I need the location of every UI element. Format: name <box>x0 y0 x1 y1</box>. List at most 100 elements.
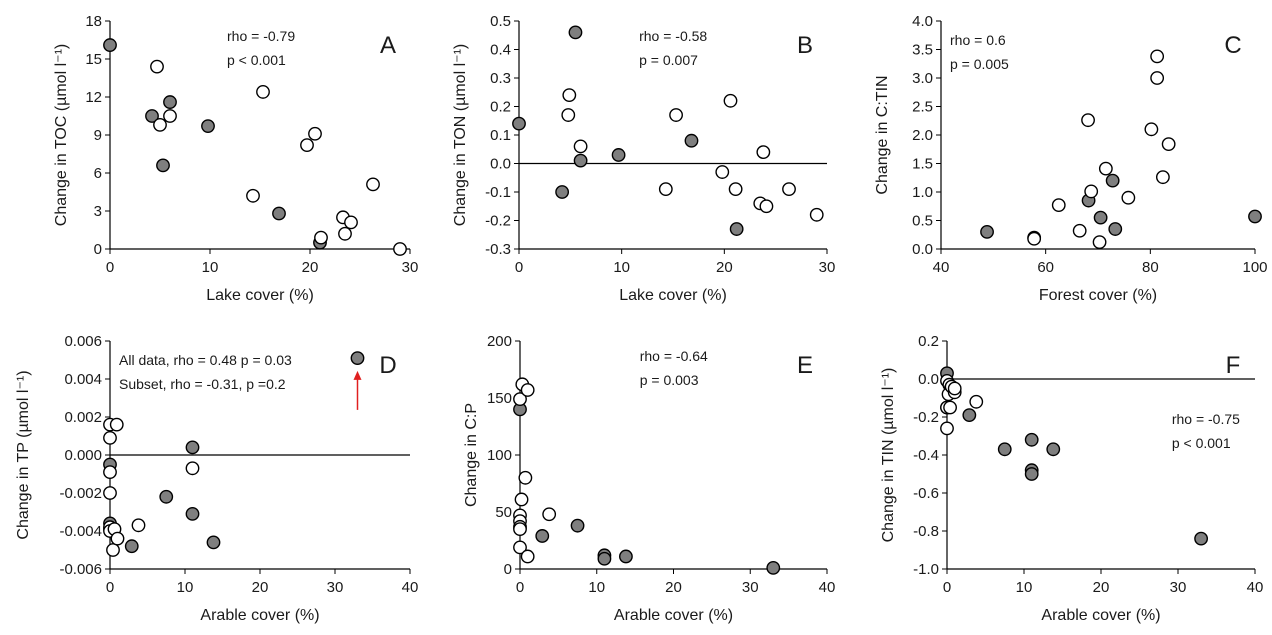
open-point <box>1155 170 1170 185</box>
filled-point <box>997 442 1012 457</box>
open-point <box>1092 235 1107 250</box>
filled-point <box>1105 173 1120 188</box>
filled-point <box>103 38 117 52</box>
y-axis-label: Change in TON (µmol l⁻¹) <box>452 44 469 226</box>
x-tick-label: 30 <box>327 579 344 596</box>
filled-point <box>568 25 583 40</box>
panel-b: -0.3 -0.2 -0.1 0.0 0.1 0.2 0.3 0.4 0.5 0 10 20 30 Lak… <box>452 13 835 304</box>
open-point <box>940 421 954 436</box>
x-tick-label: 80 <box>1142 259 1159 276</box>
stat-annotation: rho = -0.64 <box>640 348 708 364</box>
x-axis-label: Lake cover (%) <box>619 287 727 304</box>
open-point <box>669 108 683 122</box>
stat-annotation: rho = 0.6 <box>950 32 1006 48</box>
filled-point <box>1108 222 1123 236</box>
y-tick-label: 9 <box>94 127 102 144</box>
open-point <box>728 182 743 197</box>
x-axis-label: Forest cover (%) <box>1039 287 1157 304</box>
stat-annotation: p = 0.007 <box>639 52 698 68</box>
filled-point <box>512 116 526 131</box>
open-point <box>103 430 117 445</box>
filled-point <box>980 224 994 239</box>
y-axis-label: Change in TP (µmol l⁻¹) <box>15 370 32 539</box>
x-tick-label: 30 <box>402 259 419 276</box>
y-tick-label: 2.0 <box>912 127 933 144</box>
panel-letter: A <box>380 32 396 59</box>
open-point <box>106 543 120 557</box>
x-tick-label: 10 <box>1016 579 1033 596</box>
open-point <box>715 165 730 179</box>
panel-e: 0 50 100 150 200 0 10 20 30 40 Arable cover (%) Cha… <box>463 333 835 624</box>
x-tick-label: 0 <box>106 259 114 276</box>
open-point <box>150 59 164 74</box>
open-point <box>520 549 535 564</box>
open-point <box>1144 122 1159 137</box>
open-point <box>246 188 260 203</box>
x-tick-label: 100 <box>1242 259 1267 276</box>
filled-point <box>555 185 570 199</box>
open-point <box>542 507 557 522</box>
y-tick-label: 0.0 <box>918 371 939 388</box>
open-point <box>185 461 200 476</box>
y-tick-label: 150 <box>487 390 512 407</box>
y-tick-label: 4.0 <box>912 13 933 30</box>
filled-point <box>1248 209 1262 224</box>
filled-point <box>962 408 977 422</box>
y-tick-label: 0.0 <box>912 241 933 258</box>
open-point <box>756 145 771 160</box>
filled-point <box>1194 531 1209 546</box>
panel-c: 0.0 0.5 1.0 1.5 2.0 2.5 3.0 3.5 4.0 40 60 80 100 Fore… <box>874 13 1268 304</box>
open-point <box>513 522 527 536</box>
x-tick-label: 20 <box>716 259 733 276</box>
stat-annotation: p < 0.001 <box>1172 435 1231 451</box>
filled-point <box>163 95 177 109</box>
open-point <box>573 139 588 154</box>
y-tick-label: 0 <box>94 241 102 258</box>
filled-point <box>619 549 633 564</box>
filled-point <box>350 351 365 365</box>
open-point <box>947 381 962 396</box>
y-axis-label: Change in TIN (µmol l⁻¹) <box>880 368 897 543</box>
x-tick-label: 40 <box>1247 579 1264 596</box>
panel-letter: D <box>379 352 396 379</box>
filled-point <box>1093 210 1108 225</box>
y-tick-label: 1.0 <box>912 184 933 201</box>
y-tick-label: -0.6 <box>913 485 939 502</box>
x-axis-label: Arable cover (%) <box>1041 607 1160 624</box>
y-tick-label: 0.0 <box>490 156 511 173</box>
filled-point <box>570 518 585 533</box>
open-point <box>561 108 576 122</box>
stat-annotation: p < 0.001 <box>227 52 286 68</box>
filled-point <box>1024 467 1039 481</box>
filled-point <box>597 551 612 566</box>
y-tick-label: 15 <box>85 51 102 68</box>
y-tick-label: 200 <box>487 333 512 350</box>
x-tick-label: 40 <box>402 579 419 596</box>
open-point <box>520 383 535 397</box>
y-tick-label: 0.002 <box>64 409 102 426</box>
x-tick-label: 20 <box>252 579 269 596</box>
open-point <box>103 486 117 500</box>
x-axis-label: Lake cover (%) <box>206 287 314 304</box>
x-tick-label: 20 <box>302 259 319 276</box>
x-tick-label: 10 <box>202 259 219 276</box>
open-point <box>514 492 529 507</box>
x-tick-label: 30 <box>819 259 836 276</box>
highlight-arrow-head <box>353 370 362 380</box>
filled-point <box>272 206 286 221</box>
filled-point <box>206 535 221 550</box>
y-tick-label: -0.8 <box>913 523 939 540</box>
x-tick-label: 10 <box>588 579 605 596</box>
stat-annotation: All data, rho = 0.48 p = 0.03 <box>119 352 292 368</box>
open-point <box>1051 198 1066 213</box>
x-tick-label: 10 <box>177 579 194 596</box>
y-axis-label: Change in C:P <box>463 403 480 507</box>
y-tick-label: 0.006 <box>64 333 102 350</box>
filled-point <box>611 148 626 162</box>
x-tick-label: 10 <box>613 259 630 276</box>
y-tick-label: 3 <box>94 203 102 220</box>
y-tick-label: 0.004 <box>64 371 102 388</box>
filled-point <box>185 507 200 521</box>
open-point <box>344 215 358 230</box>
